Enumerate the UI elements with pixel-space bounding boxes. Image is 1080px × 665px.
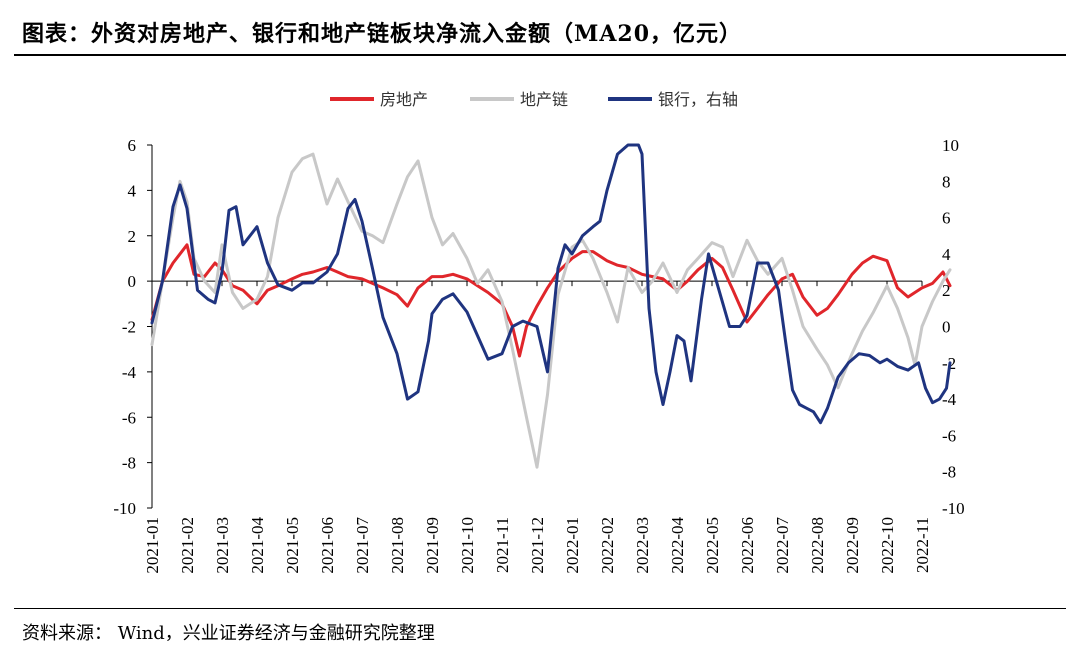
x-tick-label: 2021-09 (423, 517, 442, 574)
legend-label-1: 房地产 (380, 90, 428, 109)
title-rule (14, 54, 1066, 56)
x-tick-label: 2022-10 (878, 517, 897, 574)
x-tick-label: 2022-06 (738, 517, 757, 574)
x-tick-label: 2022-07 (773, 517, 792, 574)
x-tick-label: 2021-04 (248, 517, 267, 574)
series-line-3 (150, 143, 952, 425)
x-tick-label: 2022-11 (913, 517, 932, 573)
series-line-1 (150, 243, 952, 358)
x-tick-label: 2021-01 (143, 517, 162, 574)
y-right-tick-label: 0 (942, 318, 951, 337)
chart-title: 图表：外资对房地产、银行和地产链板块净流入金额（MA20，亿元） (22, 21, 743, 47)
legend-label-2: 地产链 (520, 90, 568, 109)
y-right-tick-label: 2 (942, 281, 951, 300)
x-tick-label: 2021-05 (283, 517, 302, 574)
y-right-tick-label: 8 (942, 172, 951, 191)
x-tick-label: 2022-08 (808, 517, 827, 574)
x-tick-label: 2021-06 (318, 517, 337, 574)
x-tick-label: 2022-01 (563, 517, 582, 574)
y-left-tick-label: 2 (128, 227, 137, 246)
x-tick-label: 2022-02 (598, 517, 617, 574)
y-right-tick-label: -4 (942, 390, 957, 409)
y-left-tick-label: 0 (128, 272, 137, 291)
chart-legend: 房地产 地产链 银行，右轴 (330, 90, 738, 109)
y-right-tick-label: -6 (942, 426, 956, 445)
y-left-tick-label: -8 (122, 454, 136, 473)
x-tick-label: 2022-03 (633, 517, 652, 574)
series-line-2 (150, 152, 952, 469)
y-right-tick-label: 10 (942, 136, 959, 155)
x-tick-label: 2022-09 (843, 517, 862, 574)
y-left-tick-label: 6 (128, 136, 137, 155)
axes: 6420-2-4-6-8-101086420-2-4-6-8-102021-01… (113, 136, 964, 574)
y-right-tick-label: 4 (942, 245, 951, 264)
x-tick-label: 2022-04 (668, 517, 687, 574)
line-chart: 房地产 地产链 银行，右轴 6420-2-4-6-8-101086420-2-4-6… (113, 90, 964, 574)
x-tick-label: 2021-11 (493, 517, 512, 573)
y-left-tick-label: -2 (122, 318, 136, 337)
y-right-tick-label: -10 (942, 499, 965, 518)
source-note: 资料来源： Wind，兴业证券经济与金融研究院整理 (22, 623, 435, 644)
y-right-tick-label: -8 (942, 463, 956, 482)
y-left-tick-label: 4 (128, 181, 137, 200)
footer-rule (14, 608, 1066, 609)
x-tick-label: 2021-03 (213, 517, 232, 574)
y-left-tick-label: -10 (113, 499, 136, 518)
y-left-tick-label: -6 (122, 408, 136, 427)
legend-label-3: 银行，右轴 (658, 90, 738, 109)
x-tick-label: 2021-10 (458, 517, 477, 574)
x-tick-label: 2022-05 (703, 517, 722, 574)
series-group (150, 143, 952, 469)
y-left-tick-label: -4 (122, 363, 137, 382)
y-right-tick-label: 6 (942, 209, 951, 228)
x-tick-label: 2021-07 (353, 517, 372, 574)
x-tick-label: 2021-08 (388, 517, 407, 574)
x-tick-label: 2021-12 (528, 517, 547, 574)
x-tick-label: 2021-02 (178, 517, 197, 574)
